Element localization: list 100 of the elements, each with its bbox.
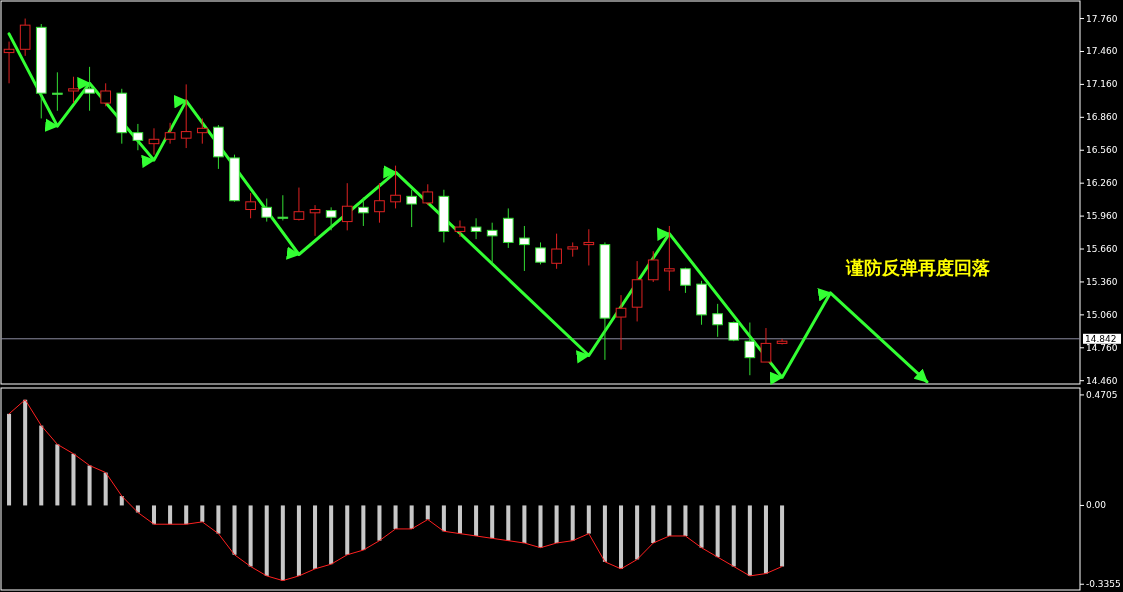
candlestick	[277, 194, 289, 221]
y-tick-label: 14.460	[1086, 375, 1118, 386]
bar	[184, 505, 189, 525]
y-tick-label: 17.160	[1086, 79, 1118, 90]
bar	[554, 505, 559, 544]
candlestick	[470, 217, 482, 240]
candlestick	[519, 225, 530, 272]
bar	[151, 505, 157, 525]
y-tick-label: 15.360	[1086, 276, 1118, 287]
bar	[586, 505, 591, 534]
candlestick	[535, 241, 546, 265]
bar	[506, 505, 511, 541]
candlestick	[68, 76, 79, 104]
bar	[103, 472, 108, 506]
bar	[409, 505, 414, 529]
bar	[699, 505, 704, 548]
bar	[280, 505, 285, 581]
y-tick-label: 16.560	[1086, 145, 1118, 156]
bar	[313, 505, 318, 569]
y-tick-label: 0.00	[1086, 500, 1107, 511]
y-tick-label: 17.760	[1086, 13, 1118, 24]
bar	[474, 505, 479, 536]
candlestick	[583, 228, 595, 266]
candlestick	[454, 219, 466, 238]
annotation: 谨防反弹再度回落	[845, 256, 991, 278]
bar	[39, 425, 44, 506]
bar	[441, 505, 446, 532]
candlestick	[551, 233, 562, 270]
candlestick	[341, 182, 353, 231]
candlestick	[164, 122, 176, 145]
candlestick	[245, 192, 256, 219]
line-series	[8, 399, 783, 582]
bar	[216, 505, 221, 534]
bar	[55, 444, 60, 506]
candlestick	[680, 267, 691, 294]
bar	[329, 505, 334, 565]
candlestick	[664, 225, 675, 292]
candlestick	[293, 187, 305, 221]
bar	[490, 505, 495, 539]
bar	[635, 505, 640, 560]
candlestick	[325, 206, 337, 231]
candlestick	[84, 66, 95, 112]
candlestick	[390, 165, 401, 209]
y-tick-label: -0.3355	[1086, 579, 1121, 590]
bar	[393, 505, 398, 529]
candlestick	[760, 327, 772, 363]
candlestick	[132, 123, 144, 151]
y-tick-label: 16.260	[1086, 178, 1118, 189]
bar	[570, 505, 575, 541]
bar	[747, 505, 752, 576]
y-tick-label: 16.860	[1086, 112, 1118, 123]
bar	[683, 505, 688, 536]
bar	[264, 505, 269, 576]
bar	[361, 505, 366, 551]
bar	[7, 413, 12, 506]
bar	[763, 505, 768, 574]
candlestick	[422, 183, 434, 206]
bar	[377, 505, 382, 541]
bar	[87, 465, 92, 506]
candlestick	[180, 83, 192, 149]
bar	[457, 505, 462, 534]
y-tick-label: 14.760	[1086, 342, 1118, 353]
bar	[345, 505, 350, 555]
bar	[780, 505, 785, 567]
ref-line-label: 14.842	[1085, 333, 1117, 344]
bar	[425, 505, 430, 520]
candlestick	[52, 71, 63, 112]
candlestick	[196, 117, 208, 145]
bar	[248, 505, 253, 567]
y-tick-label: 0.4705	[1086, 389, 1118, 400]
candlestick	[647, 250, 659, 283]
bar	[232, 505, 237, 555]
candlestick	[261, 198, 273, 223]
candlestick	[486, 222, 498, 265]
candlestick	[3, 41, 15, 84]
candlestick	[358, 196, 369, 227]
bar	[619, 505, 624, 569]
y-tick-label: 15.060	[1086, 309, 1118, 320]
y-tick-label: 15.660	[1086, 244, 1118, 255]
bar	[23, 399, 28, 506]
candlestick	[615, 294, 627, 351]
bar	[602, 505, 607, 562]
bar	[522, 505, 527, 544]
bar	[200, 505, 205, 522]
candlestick	[374, 182, 385, 224]
candlestick	[406, 189, 417, 228]
candlestick	[309, 204, 321, 237]
bar	[71, 453, 76, 506]
bar	[538, 505, 543, 548]
y-tick-label: 17.460	[1086, 46, 1118, 57]
bar	[715, 505, 720, 558]
candlestick	[744, 322, 756, 376]
candlestick	[712, 303, 723, 338]
bar	[667, 505, 672, 536]
bar	[651, 505, 656, 544]
bar	[296, 505, 301, 576]
bar	[168, 505, 173, 525]
candlestick	[100, 82, 112, 107]
y-tick-label: 15.960	[1086, 211, 1118, 222]
bar	[731, 505, 736, 567]
